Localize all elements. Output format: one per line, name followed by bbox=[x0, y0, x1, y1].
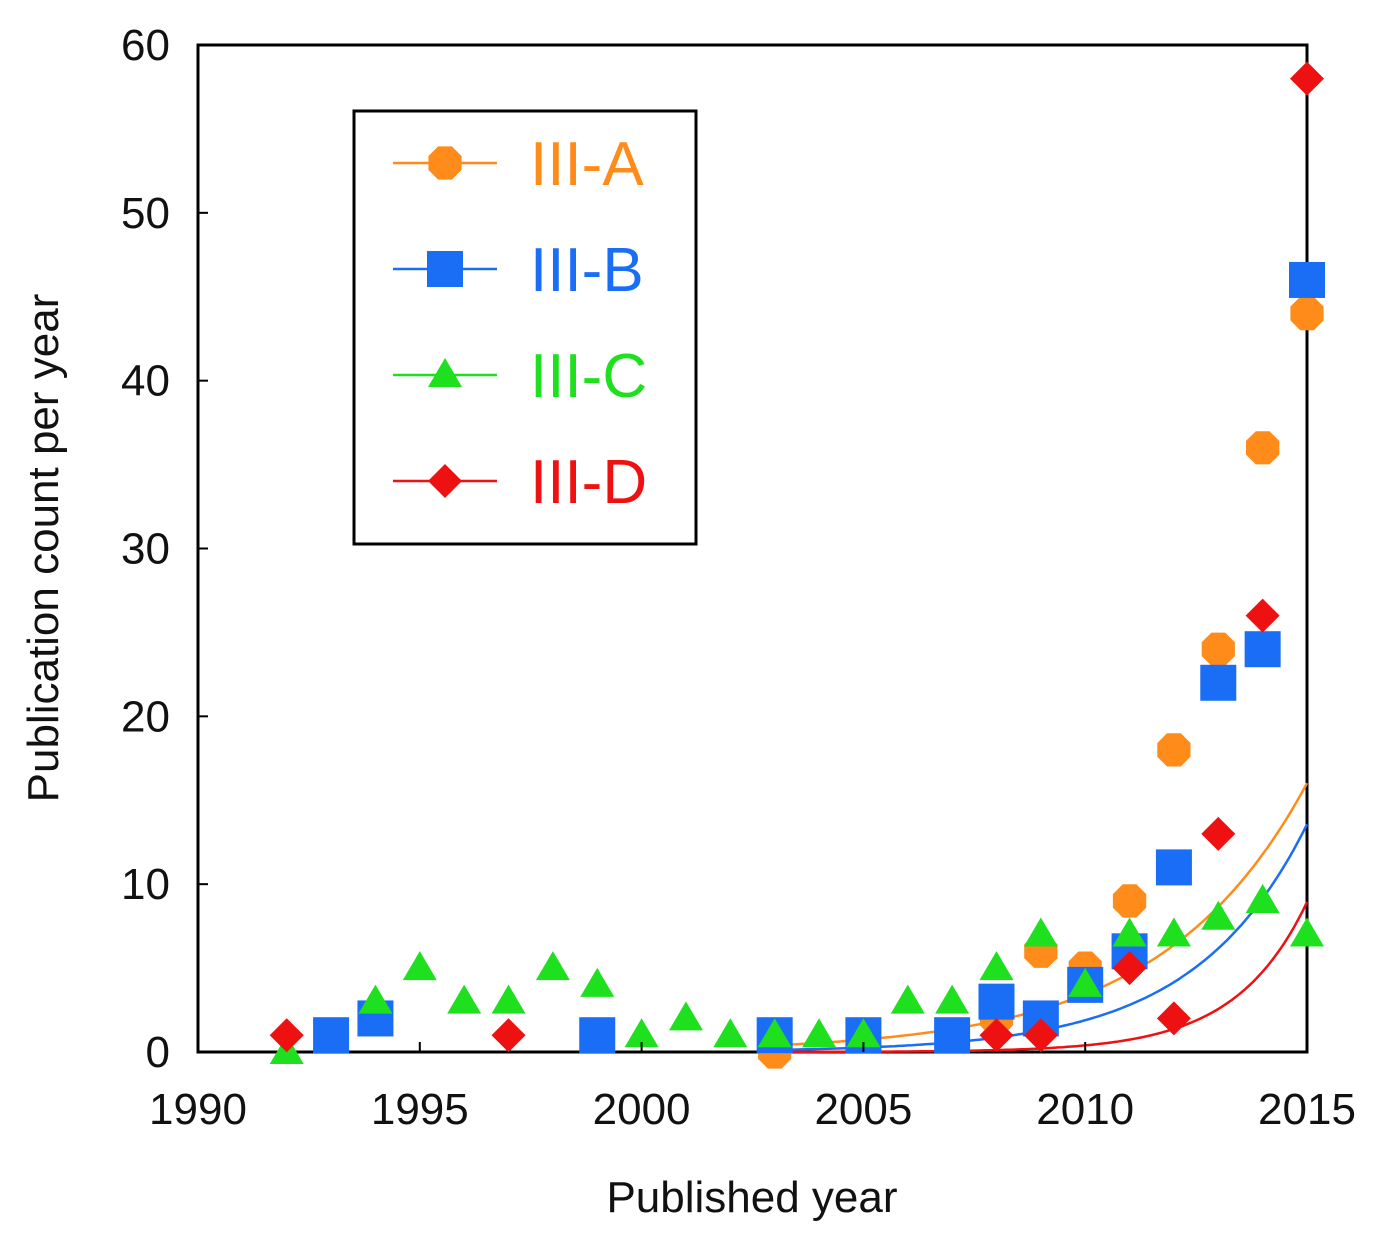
x-tick-label: 1995 bbox=[371, 1085, 469, 1134]
point-III-B-1999 bbox=[579, 1017, 616, 1054]
point-III-C-2009 bbox=[1023, 917, 1058, 947]
legend-label-III-A: III-A bbox=[530, 130, 644, 199]
point-III-C-2012 bbox=[1156, 917, 1191, 947]
point-III-C-2010 bbox=[1068, 967, 1103, 997]
point-III-C-2014 bbox=[1245, 883, 1280, 913]
point-III-B-2013 bbox=[1200, 664, 1237, 701]
x-tick-label: 2000 bbox=[593, 1085, 691, 1134]
point-III-B-2015 bbox=[1289, 261, 1325, 298]
point-III-C-1995 bbox=[402, 951, 437, 981]
point-III-C-1997 bbox=[491, 984, 526, 1014]
data-markers bbox=[269, 61, 1325, 1069]
point-III-C-2001 bbox=[668, 1001, 703, 1031]
axis-ticks: 1990 1995 2000 2005 2010 2015 0 10 20 30 40 50 60 bbox=[121, 21, 1356, 1134]
point-III-D-1992 bbox=[269, 1018, 304, 1053]
x-axis-title: Published year bbox=[606, 1173, 897, 1222]
point-III-C-1999 bbox=[580, 967, 615, 997]
point-III-C-2004 bbox=[802, 1018, 837, 1048]
legend-marker-III-B bbox=[427, 251, 463, 287]
point-III-B-2014 bbox=[1244, 631, 1281, 668]
y-tick-label: 30 bbox=[121, 525, 170, 574]
point-III-C-2002 bbox=[713, 1018, 748, 1048]
legend: III-A III-B III-C III-D bbox=[352, 109, 698, 546]
point-III-C-2000 bbox=[624, 1018, 659, 1048]
point-III-D-2008 bbox=[979, 1018, 1014, 1053]
x-tick-label: 2015 bbox=[1258, 1085, 1356, 1134]
point-III-C-2013 bbox=[1201, 900, 1236, 930]
point-III-B-2007 bbox=[934, 1017, 971, 1054]
legend-label-III-B: III-B bbox=[530, 236, 644, 305]
point-III-C-2011 bbox=[1112, 917, 1147, 947]
point-III-D-2013 bbox=[1201, 816, 1236, 851]
point-III-C-1994 bbox=[358, 984, 393, 1014]
y-tick-label: 50 bbox=[121, 189, 170, 238]
point-III-A-2014 bbox=[1246, 431, 1280, 465]
y-tick-label: 40 bbox=[121, 357, 170, 406]
legend-label-III-D: III-D bbox=[530, 448, 647, 517]
point-III-C-2015 bbox=[1290, 917, 1324, 947]
legend-label-III-C: III-C bbox=[530, 342, 647, 411]
x-tick-label: 2005 bbox=[814, 1085, 912, 1134]
legend-box bbox=[352, 109, 698, 546]
y-axis-title: Publication count per year bbox=[19, 294, 68, 803]
point-III-C-2006 bbox=[890, 984, 925, 1014]
point-III-D-1997 bbox=[491, 1018, 526, 1053]
legend-marker-III-A bbox=[428, 146, 462, 180]
point-III-B-1993 bbox=[313, 1017, 350, 1054]
point-III-D-2011 bbox=[1112, 951, 1147, 986]
point-III-D-2009 bbox=[1023, 1018, 1058, 1053]
x-tick-label: 2010 bbox=[1036, 1085, 1134, 1134]
point-III-B-2008 bbox=[978, 983, 1015, 1020]
point-III-D-2014 bbox=[1245, 598, 1280, 633]
y-tick-label: 0 bbox=[146, 1028, 170, 1077]
point-III-D-2015 bbox=[1290, 61, 1324, 96]
legend-marker-III-D bbox=[428, 464, 462, 498]
legend-marker-III-C bbox=[428, 358, 462, 387]
point-III-C-1996 bbox=[447, 984, 482, 1014]
point-III-A-2012 bbox=[1157, 733, 1191, 767]
y-tick-label: 60 bbox=[121, 21, 170, 70]
point-III-A-2013 bbox=[1201, 632, 1235, 666]
point-III-A-2011 bbox=[1112, 884, 1147, 918]
point-III-C-2003 bbox=[757, 1018, 792, 1048]
x-tick-label: 1990 bbox=[149, 1085, 247, 1134]
point-III-B-2012 bbox=[1155, 849, 1192, 886]
legend-entries: III-A III-B III-C III-D bbox=[393, 130, 647, 517]
point-III-C-2007 bbox=[935, 984, 970, 1014]
point-III-C-2008 bbox=[979, 951, 1014, 981]
y-tick-label: 10 bbox=[121, 860, 170, 909]
point-III-C-2005 bbox=[846, 1018, 881, 1048]
y-tick-label: 20 bbox=[121, 692, 170, 741]
point-III-C-1998 bbox=[535, 951, 570, 981]
point-III-A-2015 bbox=[1290, 296, 1324, 331]
point-III-D-2012 bbox=[1156, 1001, 1191, 1036]
